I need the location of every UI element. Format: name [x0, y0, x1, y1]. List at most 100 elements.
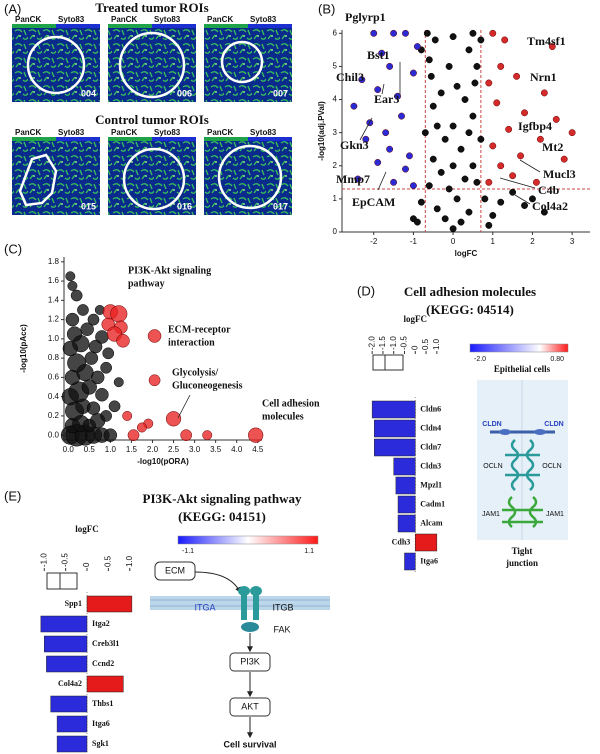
pathway-label: pathway: [128, 278, 165, 289]
point: [386, 62, 394, 70]
x-axis-label: logFC: [455, 249, 478, 258]
point: [532, 178, 540, 186]
point: [457, 145, 465, 153]
point: [471, 79, 479, 87]
point: [390, 178, 398, 186]
point: [481, 195, 489, 203]
point: [402, 29, 409, 37]
x-tick-label: 1.5: [126, 445, 138, 454]
channel-bar: [108, 137, 152, 141]
point: [453, 195, 461, 203]
point: [65, 271, 76, 282]
point: [87, 313, 100, 326]
chart-subtitle: (KEGG: 04514): [426, 302, 514, 317]
color-scale: [177, 535, 319, 545]
point: [497, 62, 505, 70]
y-tick-label: 6: [333, 28, 338, 37]
x-tick-label: -1.0: [39, 553, 48, 567]
point: [465, 208, 473, 216]
leader-line: [514, 194, 531, 205]
channel-bar: [12, 137, 56, 141]
roi-image: [108, 141, 196, 215]
gene-label: Pglyrp1: [345, 10, 386, 24]
roi-image: [12, 141, 100, 215]
roi-id: 007: [273, 88, 288, 98]
pi3k-box: [229, 652, 271, 672]
point: [469, 112, 477, 120]
y-tick-label: 0.8: [48, 353, 60, 362]
mini-boxplot: [372, 354, 404, 371]
point: [509, 188, 517, 196]
gene-label: Bst1: [367, 48, 390, 62]
point: [80, 322, 94, 336]
x-tick-label: -1.0: [389, 336, 398, 350]
x-tick-label: 0.5: [84, 445, 96, 454]
point: [84, 351, 99, 365]
y-tick-label: 0: [333, 227, 338, 236]
channel-label: Syto83: [154, 128, 181, 137]
bar: [404, 552, 416, 571]
y-tick-label: 1.6: [48, 276, 60, 285]
point: [449, 162, 457, 170]
jam1: [502, 496, 543, 528]
point: [95, 330, 109, 344]
point: [77, 304, 89, 316]
category-label: Cldn6: [420, 404, 441, 413]
channel-label: PanCK: [111, 128, 137, 137]
channel-label: Syto83: [58, 128, 85, 137]
point: [409, 69, 417, 77]
x-tick-label: 2.5: [168, 445, 180, 454]
point: [66, 326, 83, 342]
membrane: [150, 596, 330, 610]
bar: [374, 419, 416, 438]
channel-bar: [12, 24, 56, 28]
x-tick-label: 0: [451, 237, 456, 246]
y-tick-label: 0.6: [48, 373, 60, 382]
diagram-label: CLDN: [482, 421, 501, 428]
bar: [393, 457, 416, 476]
category-label: Creb3l1: [92, 639, 119, 648]
point: [529, 195, 536, 203]
point: [374, 159, 382, 166]
point: [441, 215, 449, 223]
diagram-caption: Tight: [512, 546, 533, 556]
y-tick-label: 0.2: [48, 411, 60, 420]
diagram-label: JAM1: [482, 511, 500, 518]
y-axis-label: -log10(adj.PVal): [317, 101, 326, 161]
point: [540, 208, 548, 216]
pathway-label: molecules: [262, 411, 304, 422]
pathway-label: PI3K-Akt signaling: [128, 265, 211, 276]
arrow: [194, 571, 241, 594]
gene-label: Gkn3: [340, 138, 369, 152]
category-label: Cldn4: [420, 423, 441, 432]
leader-line: [381, 83, 385, 95]
point: [429, 102, 437, 110]
x-tick-label: 0: [410, 345, 419, 350]
point: [90, 370, 105, 385]
channel-label: PanCK: [207, 128, 233, 137]
diagram-caption: junction: [505, 558, 538, 568]
point: [421, 129, 429, 137]
gene-label: Mt2: [542, 140, 563, 154]
y-tick-label: 1: [333, 194, 338, 203]
point: [95, 387, 109, 402]
channel-bar: [248, 24, 292, 28]
point: [102, 347, 115, 360]
color-scale-label: 0.80: [550, 356, 564, 363]
y-tick-label: 1.8: [48, 257, 60, 266]
channel-bar: [152, 137, 196, 141]
category-label: Itga2: [92, 619, 110, 628]
channel-label: Syto83: [58, 15, 85, 24]
x-tick-label: 1: [491, 237, 496, 246]
point: [413, 218, 421, 226]
x-tick-label: 3: [570, 237, 575, 246]
panel-title: Control tumor ROIs: [95, 112, 209, 127]
roi-image: [204, 28, 292, 102]
x-tick-label: 3.5: [210, 445, 222, 454]
panel-label: (C): [4, 241, 22, 256]
x-tick-label: -0.5: [400, 336, 409, 350]
point: [469, 162, 477, 170]
akt-box: [229, 697, 271, 717]
bar: [374, 438, 416, 457]
